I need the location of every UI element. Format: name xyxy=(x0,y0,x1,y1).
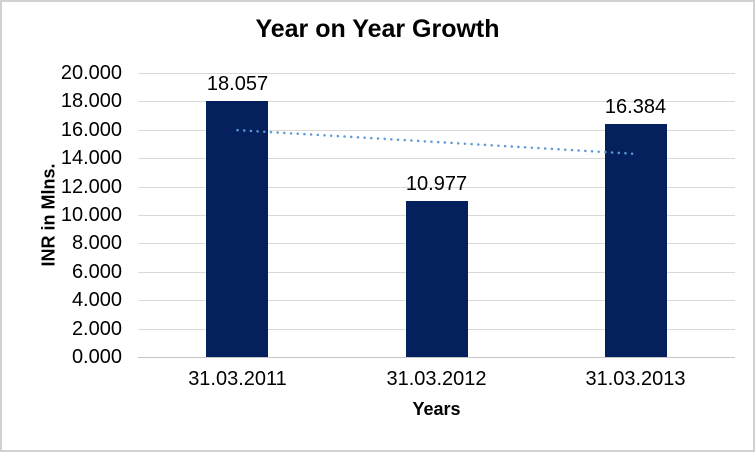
gridline xyxy=(138,186,735,188)
x-axis-title: Years xyxy=(412,399,461,419)
gridline xyxy=(138,101,735,103)
y-tick-label: 0.000 xyxy=(71,346,122,368)
bar-data-label: 18.057 xyxy=(206,72,269,95)
y-tick-label: 12.000 xyxy=(60,175,122,198)
y-tick-label: 16.000 xyxy=(60,118,122,141)
x-tick-label: 31.03.2011 xyxy=(188,368,287,390)
y-tick-label: 8.000 xyxy=(71,232,122,255)
y-tick-label: 4.000 xyxy=(71,289,122,312)
trendline-path xyxy=(236,128,637,156)
y-tick-label: 6.000 xyxy=(71,260,122,283)
gridline xyxy=(138,158,735,160)
plot-area: 18.057 10.977 16.384 xyxy=(138,72,735,358)
x-axis-line xyxy=(138,357,735,358)
x-tick-label: 31.03.2013 xyxy=(585,368,686,390)
y-tick-label: 20.000 xyxy=(60,62,122,84)
gridline xyxy=(138,73,735,74)
y-tick-label: 2.000 xyxy=(71,317,122,340)
y-tick-label: 10.000 xyxy=(60,204,122,226)
y-tick-label: 14.000 xyxy=(60,147,122,170)
bar xyxy=(405,201,468,357)
bar xyxy=(604,124,667,357)
x-axis-tick-labels: 31.03.2011 31.03.2012 31.03.2013 xyxy=(138,368,735,392)
x-tick-label: 31.03.2012 xyxy=(386,368,487,390)
bar-data-label: 10.977 xyxy=(405,173,468,196)
y-axis-tick-labels: 0.000 2.000 4.000 6.000 8.000 10.000 12.000 14.… xyxy=(2,63,122,367)
chart-title: Year on Year Growth xyxy=(255,15,500,43)
bar xyxy=(206,100,269,357)
y-tick-label: 18.000 xyxy=(60,90,122,113)
bar-data-label: 16.384 xyxy=(604,96,667,119)
